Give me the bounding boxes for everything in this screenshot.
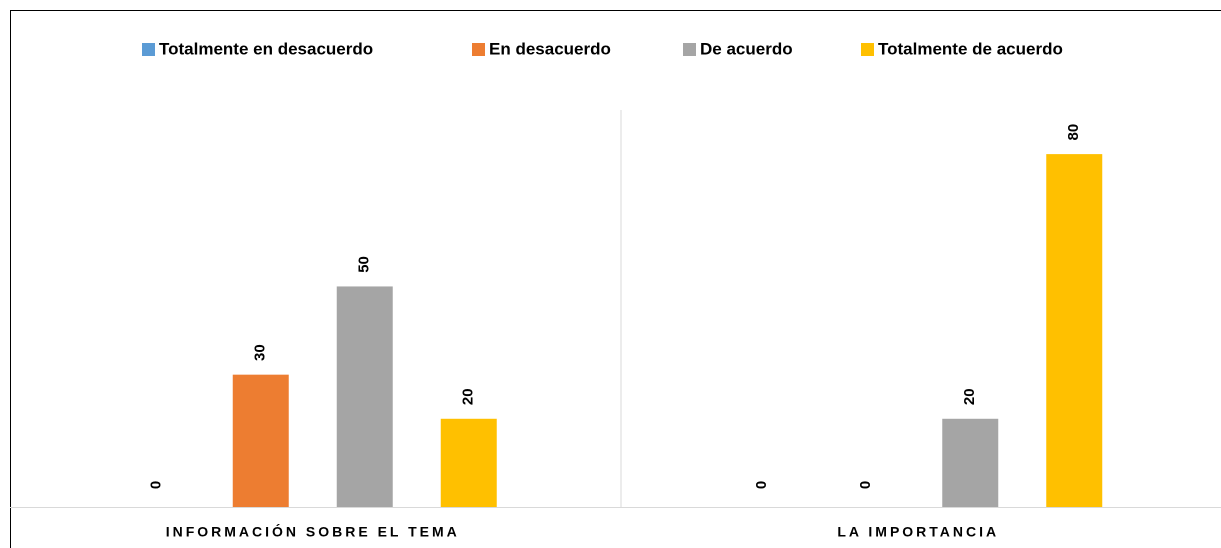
value-label: 50 — [356, 256, 373, 273]
x-tick-label: LA IMPORTANCIA — [837, 524, 999, 540]
bar — [1046, 154, 1103, 507]
legend-label: Totalmente en desacuerdo — [159, 39, 373, 58]
value-label: 0 — [753, 481, 770, 489]
bar — [440, 418, 497, 507]
bar — [336, 286, 393, 507]
value-label: 20 — [961, 388, 978, 405]
legend-swatch — [861, 43, 874, 56]
bar — [232, 374, 289, 507]
legend-label: Totalmente de acuerdo — [878, 39, 1063, 58]
legend-swatch — [683, 43, 696, 56]
legend-swatch — [142, 43, 155, 56]
value-label: 30 — [252, 344, 269, 361]
legend-label: De acuerdo — [700, 39, 793, 58]
legend-swatch — [472, 43, 485, 56]
value-label: 0 — [857, 481, 874, 489]
chart-frame — [10, 10, 1221, 548]
value-label: 80 — [1065, 124, 1082, 141]
x-tick-label: INFORMACIÓN SOBRE EL TEMA — [166, 523, 460, 540]
legend-label: En desacuerdo — [489, 39, 611, 58]
value-label: 0 — [148, 481, 165, 489]
value-label: 20 — [460, 388, 477, 405]
bar — [942, 418, 999, 507]
